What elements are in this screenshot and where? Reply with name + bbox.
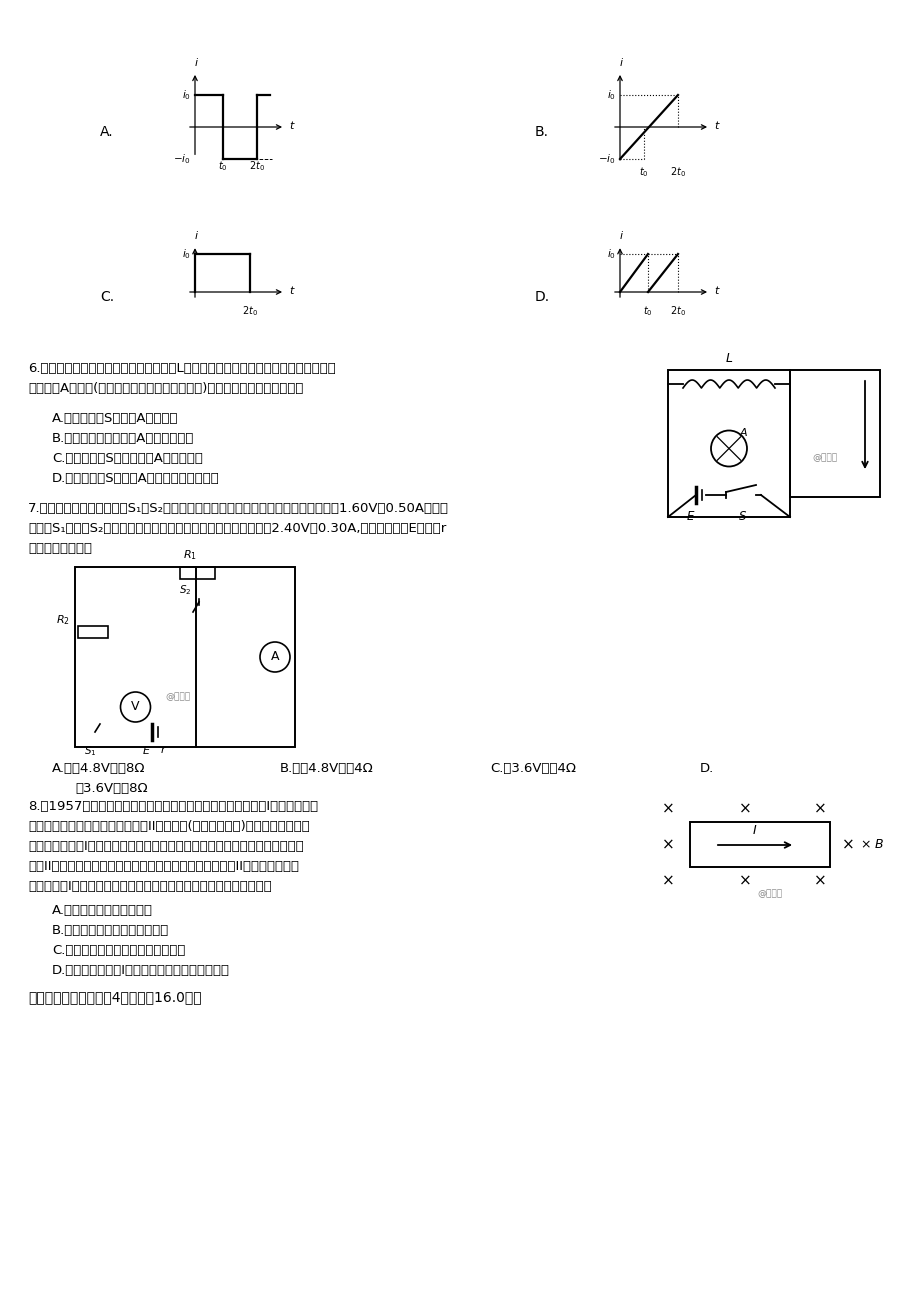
Text: ×: × xyxy=(738,874,751,888)
Text: $i_0$: $i_0$ xyxy=(182,247,191,260)
Text: ×: × xyxy=(661,837,674,853)
Text: D.　超导体中电流I越大，超导体内部的电场越强: D. 超导体中电流I越大，超导体内部的电场越强 xyxy=(52,963,230,976)
Bar xyxy=(180,566,215,579)
Text: 7.　如图所示电路，当开关S₁、S₂都闭合时，理想电压表和理想电流表的示数分别为1.60V和0.50A；当开: 7. 如图所示电路，当开关S₁、S₂都闭合时，理想电压表和理想电流表的示数分别为… xyxy=(28,503,448,516)
Bar xyxy=(75,566,295,747)
Text: C.　3.6V，　4Ω: C. 3.6V， 4Ω xyxy=(490,762,575,775)
Text: C.　超导体内部，电场能转化为热能: C. 超导体内部，电场能转化为热能 xyxy=(52,944,185,957)
Text: $i$: $i$ xyxy=(194,229,199,241)
Text: 8.　1957年，科学家首先提出了两类超导体的概念，一类称为I型超导体，主: 8. 1957年，科学家首先提出了两类超导体的概念，一类称为I型超导体，主 xyxy=(28,799,318,812)
Text: C.: C. xyxy=(100,290,114,303)
Text: ×: × xyxy=(812,874,825,888)
Text: D.: D. xyxy=(699,762,713,775)
Text: V: V xyxy=(131,700,140,713)
Text: 要是金属超导体，另一类称为II型超导体(截流子为电子)，主要是合金和陶: 要是金属超导体，另一类称为II型超导体(截流子为电子)，主要是合金和陶 xyxy=(28,820,310,833)
Text: $i$: $i$ xyxy=(194,56,199,68)
Text: A.　洛伦兹力对电子做正功: A. 洛伦兹力对电子做正功 xyxy=(52,904,153,917)
Text: II型超导体则不同，它允许磁场通过。现将一块长方体II型超导体通入稳: II型超导体则不同，它允许磁场通过。现将一块长方体II型超导体通入稳 xyxy=(28,861,299,874)
Text: ×: × xyxy=(661,802,674,816)
Text: $t$: $t$ xyxy=(713,284,720,296)
Text: $E$: $E$ xyxy=(686,510,695,523)
Text: A.: A. xyxy=(100,125,114,139)
Text: D.: D. xyxy=(535,290,550,303)
Text: B.: B. xyxy=(535,125,549,139)
Text: ×: × xyxy=(841,837,854,853)
Text: $2t_0$: $2t_0$ xyxy=(669,165,686,178)
Text: $S$: $S$ xyxy=(738,510,747,523)
Text: $t_0$: $t_0$ xyxy=(642,303,652,318)
Text: B.　电路稳定后，灯泡A被短路，熄灭: B. 电路稳定后，灯泡A被短路，熄灭 xyxy=(52,432,194,445)
Text: 恒电流I后放入匀强磁场中，如图所示。下列说法正确的是（　）: 恒电流I后放入匀强磁场中，如图所示。下列说法正确的是（ ） xyxy=(28,880,271,893)
Text: × $B$: × $B$ xyxy=(859,838,883,852)
Bar xyxy=(667,370,789,517)
Text: 关S₁闭合、S₂断开时，理想电压表和理想电流表的示数分别为2.40V和0.30A,则电源电动势E和内阻r: 关S₁闭合、S₂断开时，理想电压表和理想电流表的示数分别为2.40V和0.30A… xyxy=(28,522,446,535)
Text: $i_0$: $i_0$ xyxy=(607,89,616,102)
Text: A.　　4.8V，　8Ω: A. 4.8V， 8Ω xyxy=(52,762,145,775)
Text: $i_0$: $i_0$ xyxy=(607,247,616,260)
Text: 灯泡A的电阻(忽略灯泡的电阻随温度的变化)。下列说法正确的是（　）: 灯泡A的电阻(忽略灯泡的电阻随温度的变化)。下列说法正确的是（ ） xyxy=(28,381,303,395)
Text: $R_2$: $R_2$ xyxy=(56,613,70,626)
Text: $R_1$: $R_1$ xyxy=(183,548,197,562)
Text: A: A xyxy=(270,651,279,664)
Bar xyxy=(789,370,879,497)
Text: $r$: $r$ xyxy=(160,743,167,755)
Text: D.　断开开关S，灯泡A闪亮一下再逐渐熄灭: D. 断开开关S，灯泡A闪亮一下再逐渐熄灭 xyxy=(52,473,220,486)
Text: ×: × xyxy=(812,802,825,816)
Text: $-i_0$: $-i_0$ xyxy=(597,152,616,165)
Text: @正确云: @正确云 xyxy=(165,693,190,702)
Text: $L$: $L$ xyxy=(724,352,732,365)
Text: A.　闭合开关S，灯泡A逐渐变亮: A. 闭合开关S，灯泡A逐渐变亮 xyxy=(52,411,178,424)
Text: 6.　如图所示是演示自感现象的电路图，L为自感系数很大的电感线圈，直流电阻大于: 6. 如图所示是演示自感现象的电路图，L为自感系数很大的电感线圈，直流电阻大于 xyxy=(28,362,335,375)
Text: C.　断开开关S，通过灯泡A的电流向左: C. 断开开关S，通过灯泡A的电流向左 xyxy=(52,452,203,465)
Text: 分别为（　）: 分别为（ ） xyxy=(28,542,92,555)
Text: $t_0$: $t_0$ xyxy=(218,159,228,173)
Text: $i_0$: $i_0$ xyxy=(182,89,191,102)
Text: ×: × xyxy=(661,874,674,888)
Text: @正确云: @正确云 xyxy=(811,453,836,462)
Text: 二、多选题（本大题共4小题，共16.0分）: 二、多选题（本大题共4小题，共16.0分） xyxy=(28,990,201,1004)
Text: $S_2$: $S_2$ xyxy=(178,583,191,598)
Text: B.　超导体内部形成向下的电场: B. 超导体内部形成向下的电场 xyxy=(52,924,169,937)
Text: $t$: $t$ xyxy=(713,118,720,132)
Text: $2t_0$: $2t_0$ xyxy=(669,303,686,318)
Text: $i$: $i$ xyxy=(618,229,624,241)
Text: $2t_0$: $2t_0$ xyxy=(249,159,265,173)
Text: @正确云: @正确云 xyxy=(756,889,782,898)
Text: $i$: $i$ xyxy=(618,56,624,68)
Text: $t_0$: $t_0$ xyxy=(639,165,648,178)
Text: B.　　4.8V，　4Ω: B. 4.8V， 4Ω xyxy=(279,762,373,775)
Text: $E$: $E$ xyxy=(142,743,152,756)
Bar xyxy=(78,626,108,638)
Bar xyxy=(689,822,829,867)
Text: $2t_0$: $2t_0$ xyxy=(242,303,257,318)
Text: $t$: $t$ xyxy=(289,284,295,296)
Text: 3.6V，　8Ω: 3.6V， 8Ω xyxy=(75,783,147,796)
Text: $I$: $I$ xyxy=(752,824,757,837)
Text: ×: × xyxy=(738,802,751,816)
Text: $t$: $t$ xyxy=(289,118,295,132)
Text: $-i_0$: $-i_0$ xyxy=(173,152,191,165)
Text: $A$: $A$ xyxy=(738,427,748,439)
Text: 瓷超导体。I型超导体对磁场有屏蔽作用，即磁场无法进入超导体内部，而: 瓷超导体。I型超导体对磁场有屏蔽作用，即磁场无法进入超导体内部，而 xyxy=(28,840,303,853)
Text: $S_1$: $S_1$ xyxy=(84,743,96,758)
